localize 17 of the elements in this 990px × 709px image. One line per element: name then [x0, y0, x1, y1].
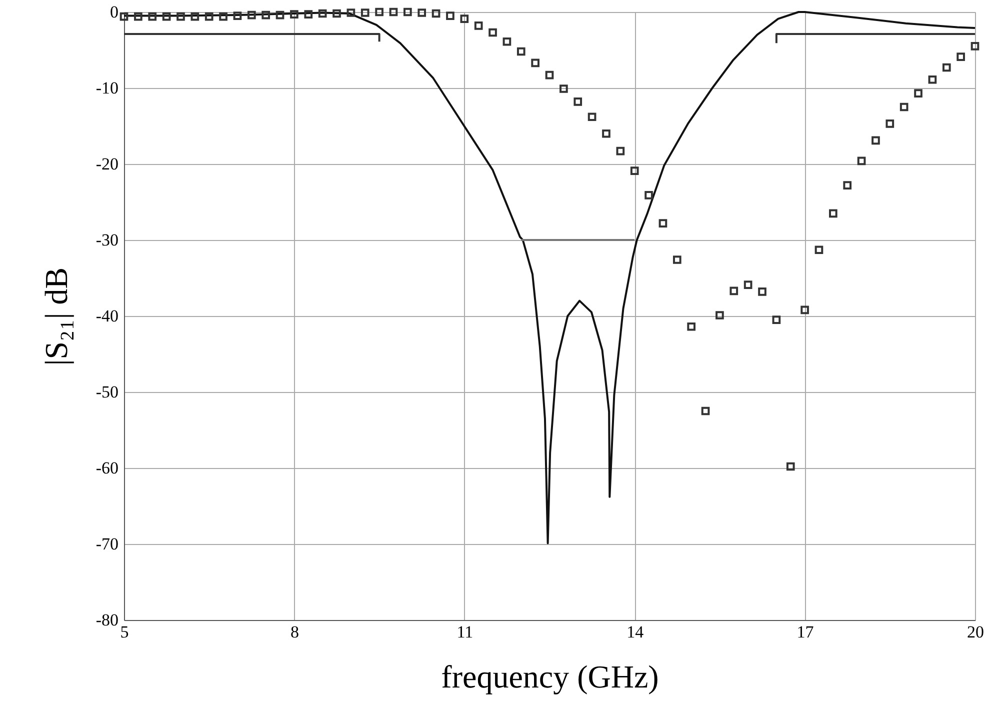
- y-tick-label: -80: [96, 610, 118, 630]
- y-tick-label: -50: [96, 382, 118, 402]
- x-tick-label: 17: [796, 622, 814, 642]
- y-tick-label: -10: [96, 78, 118, 98]
- y-tick-label: -70: [96, 534, 118, 554]
- y-axis-title: |S₂₁| dB: [38, 267, 74, 366]
- y-tick-label: -20: [96, 154, 118, 174]
- x-tick-label: 5: [120, 622, 129, 642]
- x-tick-label: 8: [290, 622, 299, 642]
- x-tick-label: 20: [967, 622, 984, 642]
- x-axis-title: frequency (GHz): [441, 658, 659, 694]
- y-tick-label: -40: [96, 306, 118, 326]
- x-tick-label: 14: [626, 622, 644, 642]
- y-tick-label: -30: [96, 230, 118, 250]
- x-tick-label: 11: [456, 622, 474, 642]
- y-tick-label: 0: [110, 2, 118, 22]
- y-tick-label: -60: [96, 458, 118, 478]
